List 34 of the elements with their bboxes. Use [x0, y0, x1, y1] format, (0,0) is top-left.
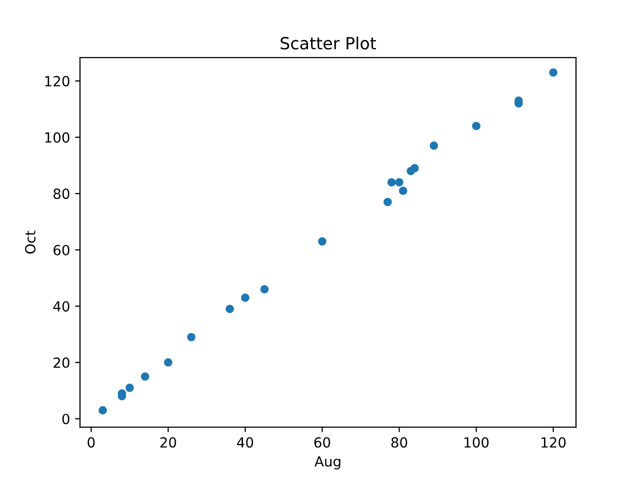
x-tick-label: 120 [542, 437, 566, 448]
point [395, 178, 404, 186]
y-tick-label: 60 [54, 244, 70, 256]
y-axis-title: Oct [25, 230, 36, 254]
point [164, 358, 172, 367]
x-tick-label: 80 [391, 437, 408, 448]
point [241, 294, 250, 302]
y-tick-label: 40 [53, 301, 70, 312]
point [549, 68, 558, 77]
x-axis-title: Aug [314, 456, 340, 470]
x-tick-label: 40 [237, 437, 254, 448]
chart-title: Scatter Plot [280, 36, 376, 50]
point [260, 285, 269, 294]
y-tick-label: 20 [54, 357, 70, 368]
point [430, 142, 438, 150]
point [187, 332, 196, 342]
y-tick-label: 80 [54, 188, 70, 200]
point [318, 237, 326, 246]
x-tick-label: 100 [464, 437, 489, 448]
point [472, 122, 480, 130]
point [398, 186, 408, 195]
point [387, 178, 396, 186]
x-tick-label: 60 [314, 437, 330, 448]
y-tick-label: 120 [45, 76, 70, 86]
x-tick-label: 0 [88, 437, 95, 448]
point [226, 304, 234, 314]
point [126, 384, 134, 392]
point [384, 198, 392, 206]
point [98, 406, 107, 414]
point [410, 164, 419, 172]
y-tick-label: 100 [45, 132, 70, 143]
x-tick-label: 20 [160, 437, 176, 448]
y-tick-label: 0 [62, 414, 70, 424]
point [140, 372, 150, 381]
